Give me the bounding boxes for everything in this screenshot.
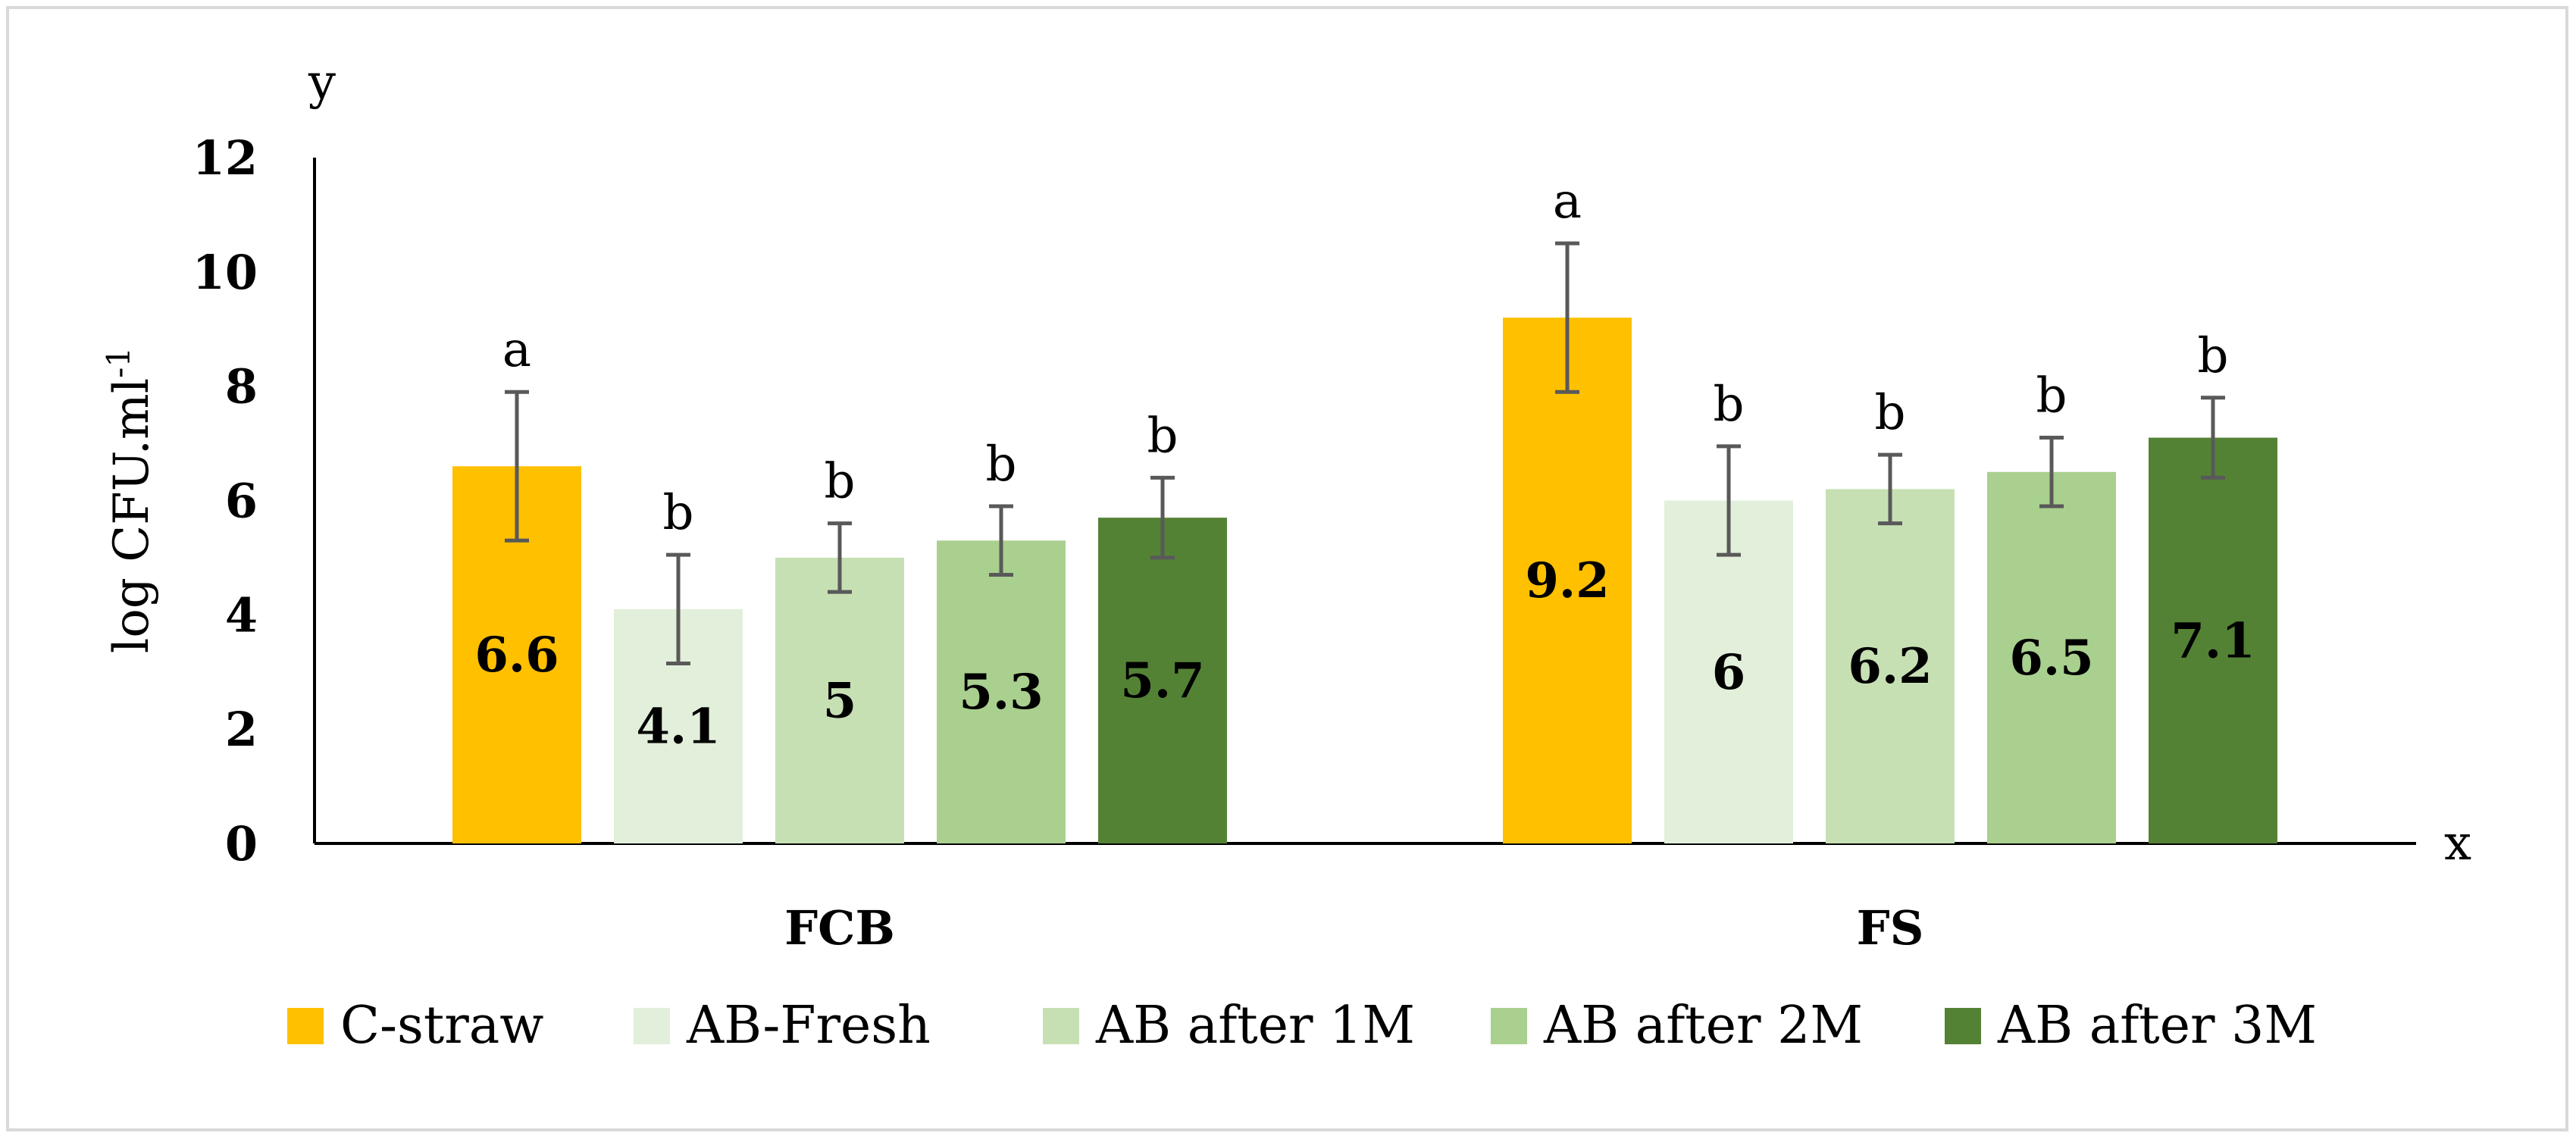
category-label: FS [1857, 900, 1924, 956]
chart-axes: y x 0 2 4 6 8 10 12 log CFU.ml-1 [100, 55, 2471, 871]
significance-letter: b [2036, 368, 2067, 424]
category-label: FCB [784, 900, 895, 956]
y-tick-label: 4 [225, 587, 258, 643]
chart-frame [6, 6, 2568, 1131]
bar-ab-after-2m-fs [1987, 471, 2116, 843]
data-label: 5.7 [1120, 652, 1204, 709]
legend-label: AB after 3M [1997, 996, 2317, 1056]
bar-c-straw-fs [1503, 318, 1632, 844]
y-tick-label: 6 [225, 474, 258, 529]
data-label: 5.3 [959, 664, 1043, 721]
bar-ab-after-2m-fcb [937, 540, 1066, 843]
y-axis-label: log CFU.ml-1 [100, 347, 160, 653]
bar-ab-after-1m-fcb [775, 557, 904, 843]
y-axis-symbol: y [308, 55, 336, 111]
legend-swatch [1491, 1008, 1527, 1044]
bar-ab-after-3m-fs [2149, 437, 2277, 843]
data-label: 9.2 [1525, 552, 1609, 609]
y-tick-label: 0 [225, 816, 258, 871]
data-label: 6.5 [2009, 630, 2093, 687]
y-tick-label: 12 [192, 130, 258, 186]
data-label: 4.1 [636, 698, 720, 755]
y-axis-label-superscript: -1 [100, 347, 137, 378]
y-tick-label: 8 [225, 359, 258, 415]
legend-swatch [1043, 1008, 1079, 1044]
chart-bars [452, 241, 2277, 844]
significance-letter: b [825, 454, 856, 510]
legend-label: AB after 2M [1543, 996, 1863, 1056]
legend-swatch [1945, 1008, 1981, 1044]
x-axis-symbol: x [2444, 815, 2471, 871]
chart-legend: C-straw AB-Fresh AB after 1M AB after 2M AB … [287, 996, 2317, 1056]
data-label: 6.6 [474, 627, 559, 684]
significance-letter: b [2198, 328, 2229, 384]
bar-ab-after-1m-fs [1826, 489, 1955, 843]
data-label: 7.1 [2171, 612, 2255, 669]
bar-ab-after-3m-fcb [1098, 518, 1227, 843]
significance-letter: b [1875, 385, 1906, 441]
significance-letter: a [1553, 174, 1582, 230]
y-tick-label: 2 [225, 702, 258, 757]
bar-ab-fresh-fs [1664, 500, 1793, 843]
significance-letter: a [502, 322, 531, 378]
legend-label: C-straw [340, 996, 543, 1056]
data-label: 6.2 [1848, 638, 1932, 695]
legend-swatch [634, 1008, 670, 1044]
significance-letter: b [663, 485, 694, 541]
significance-letter: b [1714, 377, 1745, 433]
data-label: 6 [1712, 644, 1746, 701]
y-tick-label: 10 [192, 245, 258, 300]
chart-labels: a 6.6 b 4.1 b 5 b 5.3 b 5.7 a 9.2 b 6 b 6.2 b 6.5 b 7.1 FCB F… [474, 174, 2255, 956]
legend-swatch [287, 1008, 324, 1044]
significance-letter: b [986, 437, 1017, 493]
legend-label: AB-Fresh [686, 996, 931, 1056]
significance-letter: b [1147, 408, 1178, 464]
data-label: 5 [823, 672, 857, 729]
legend-label: AB after 1M [1095, 996, 1415, 1056]
y-axis-label-main: log CFU.ml [104, 378, 160, 653]
